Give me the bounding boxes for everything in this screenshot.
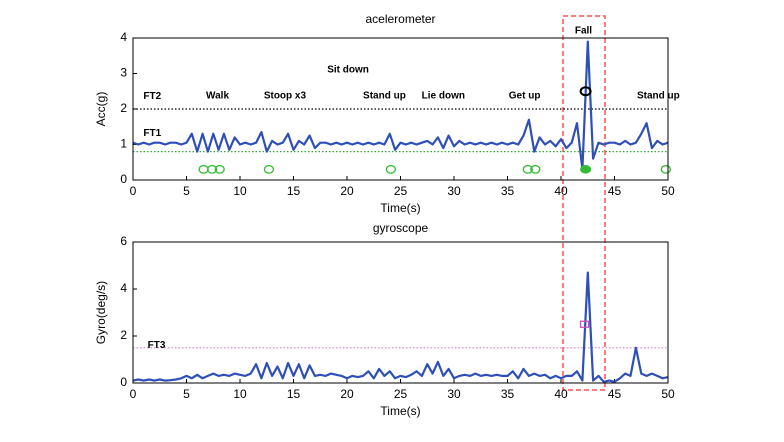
event-marker [660,164,672,174]
y-axis-label: Gyro(deg/s) [94,281,108,344]
y-tick-label: 2 [120,328,127,342]
annotation: Stand up [637,91,680,102]
y-tick-label: 0 [120,172,127,186]
annotation: Get up [509,91,541,102]
fall-highlight [562,15,606,391]
x-axis-label: Time(s) [380,404,420,418]
detection-marker [579,320,590,328]
x-tick-label: 40 [554,387,568,401]
event-marker [198,164,209,174]
y-tick-label: 3 [120,66,127,80]
y-tick-label: 1 [120,137,127,151]
x-tick-label: 20 [340,184,354,198]
x-tick-label: 0 [130,387,137,401]
annotation: Stand up [363,91,406,102]
detection-marker [579,86,592,97]
x-tick-label: 10 [233,387,247,401]
fall-marker [580,165,592,174]
x-tick-label: 0 [130,184,137,198]
x-tick-label: 5 [183,184,190,198]
y-tick-label: 2 [120,101,127,115]
event-marker [385,164,397,174]
y-tick-label: 4 [120,30,127,44]
x-tick-label: 25 [394,387,408,401]
signal-line [132,40,669,171]
x-tick-label: 50 [661,387,675,401]
event-marker [207,164,218,174]
y-tick-label: 0 [120,375,127,389]
annotation: Fall [575,26,592,37]
annotation: FT3 [148,340,166,351]
x-tick-label: 45 [608,387,622,401]
plot-frame [132,37,669,181]
annotation: Walk [206,91,229,102]
x-tick-label: 25 [394,184,408,198]
y-tick-label: 6 [120,234,127,248]
annotation: Lie down [422,91,465,102]
chart-title: acelerometer [365,12,435,26]
annotation: Sit down [327,65,369,76]
x-tick-label: 40 [554,184,568,198]
x-tick-label: 50 [661,184,675,198]
event-marker [263,164,275,174]
x-tick-label: 20 [340,387,354,401]
x-tick-label: 15 [287,387,301,401]
x-tick-label: 35 [501,387,515,401]
annotation: FT1 [143,128,161,139]
x-tick-label: 45 [608,184,622,198]
y-tick-label: 4 [120,281,127,295]
x-tick-label: 5 [183,387,190,401]
event-marker [522,164,533,174]
x-axis-label: Time(s) [380,201,420,215]
annotation: Stoop x3 [264,91,307,102]
plot-frame [132,241,669,384]
x-tick-label: 30 [447,184,461,198]
x-tick-label: 10 [233,184,247,198]
chart-title: gyroscope [373,221,429,235]
x-tick-label: 30 [447,387,461,401]
signal-line [132,271,669,383]
y-axis-label: Acc(g) [94,92,108,127]
x-tick-label: 15 [287,184,301,198]
x-tick-label: 35 [501,184,515,198]
annotation: FT2 [143,91,161,102]
event-marker [530,164,541,174]
event-marker [214,164,225,174]
